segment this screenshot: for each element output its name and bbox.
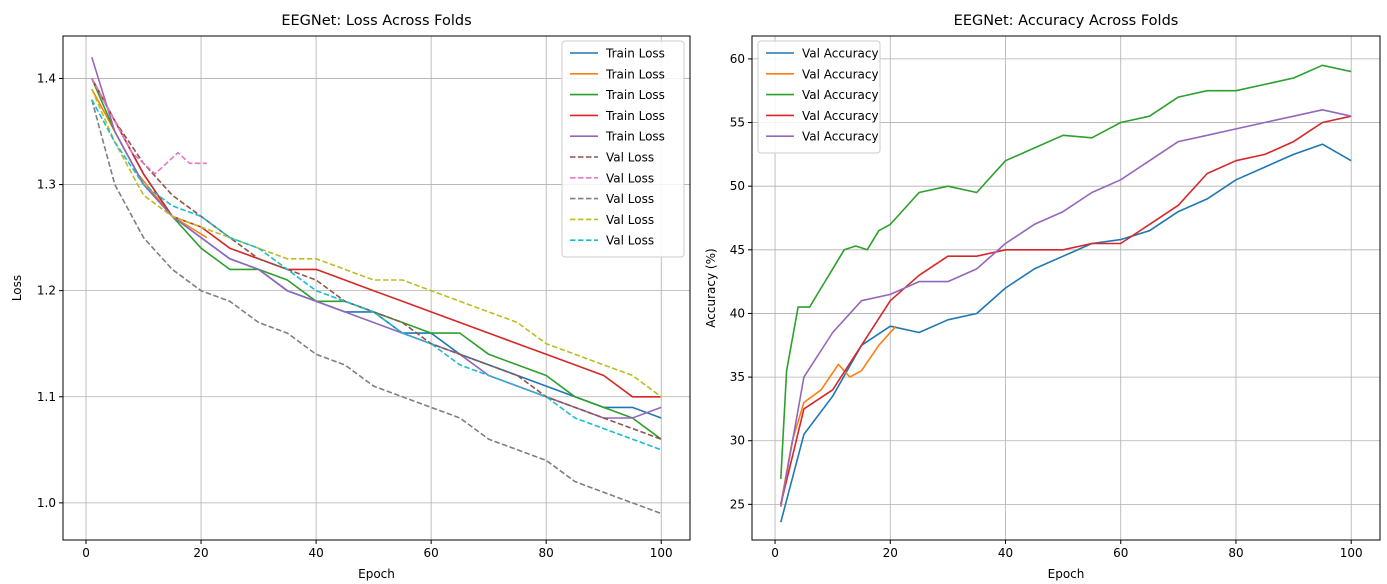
x-tick-label: 0 [82,546,90,560]
y-tick-label: 1.0 [37,496,56,510]
legend-label: Train Loss [605,130,665,144]
y-tick-label: 1.1 [37,390,56,404]
y-axis-label: Accuracy (%) [704,248,718,327]
series-line-4 [780,115,1352,505]
x-tick-label: 80 [539,546,554,560]
legend-label: Val Accuracy [802,109,879,123]
legend-label: Val Loss [606,234,654,248]
x-axis-label: Epoch [1048,567,1085,581]
y-tick-label: 35 [730,370,745,384]
legend-label: Val Loss [606,213,654,227]
series-line-8 [91,99,662,515]
legend-label: Val Loss [606,151,654,165]
chart-title: EEGNet: Accuracy Across Folds [954,13,1179,29]
loss-chart-panel: 0 20 40 60 80 100 1.0 1.1 1.2 1.3 1.4 EEGNet: Loss … [10,13,691,581]
y-tick-label: 1.3 [37,178,56,192]
series-line-3 [780,64,1352,479]
y-axis-label: Loss [10,275,24,301]
series-line-5 [780,109,1352,508]
y-tick-label: 1.4 [37,71,56,85]
y-tick-label: 40 [730,306,745,320]
y-tick-label: 25 [730,497,745,511]
legend: Val Accuracy Val Accuracy Val Accuracy Val … [757,40,881,154]
y-tick-label: 45 [730,243,745,257]
x-tick-label: 0 [771,546,779,560]
legend: Train Loss Train Loss Train Loss Train Loss… [561,40,685,258]
legend-label: Train Loss [605,88,665,102]
legend-label: Train Loss [605,67,665,81]
x-tick-label: 100 [650,546,673,560]
series-line-10 [91,99,662,451]
legend-label: Val Loss [606,171,654,185]
axes-frame [62,35,691,541]
legend-label: Val Accuracy [802,88,879,102]
x-tick-label: 20 [883,546,898,560]
series-line-1 [780,143,1352,523]
x-tick-label: 60 [1113,546,1128,560]
legend-box [757,40,881,154]
series-line-7 [91,78,207,175]
x-tick-label: 80 [1228,546,1243,560]
accuracy-chart-panel: 0 20 40 60 80 100 25 30 35 40 45 50 55 60 EEGNet: Accu… [704,13,1381,581]
legend-label: Val Accuracy [802,67,879,81]
x-tick-label: 60 [424,546,439,560]
chart-title: EEGNet: Loss Across Folds [281,13,471,29]
y-tick-label: 50 [730,179,745,193]
series-line-9 [91,88,662,398]
series-line-2 [780,325,897,505]
x-tick-label: 40 [308,546,323,560]
series-line-2 [91,88,208,239]
y-tick-label: 30 [730,434,745,448]
axes-frame [751,35,1381,541]
legend-label: Val Accuracy [802,47,879,61]
y-tick-label: 55 [730,116,745,130]
legend-label: Train Loss [605,109,665,123]
y-tick-label: 60 [730,52,745,66]
x-tick-label: 40 [998,546,1013,560]
legend-label: Val Loss [606,192,654,206]
x-tick-label: 20 [193,546,208,560]
x-tick-label: 100 [1340,546,1363,560]
legend-label: Val Accuracy [802,130,879,144]
y-tick-label: 1.2 [37,284,56,298]
legend-label: Train Loss [605,47,665,61]
x-axis-label: Epoch [358,567,395,581]
